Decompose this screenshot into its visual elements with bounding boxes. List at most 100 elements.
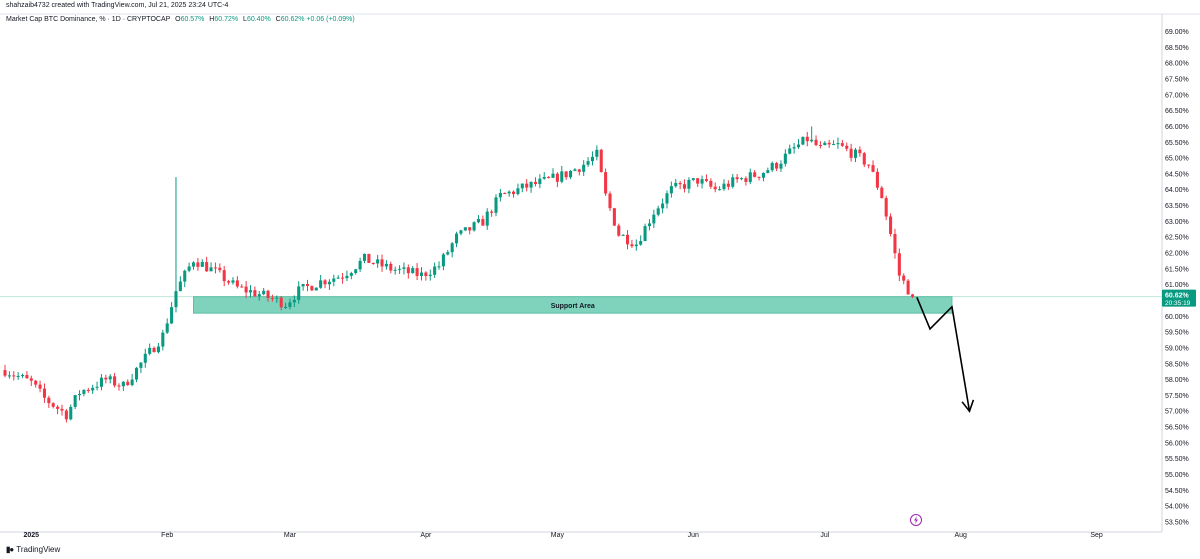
candle xyxy=(643,223,647,242)
price-tick-label: 68.00% xyxy=(1165,61,1189,68)
candle-body xyxy=(678,182,682,185)
time-axis[interactable]: 2025 Feb Mar Apr May Jun Jul Aug Sep xyxy=(24,532,1103,539)
candle-body xyxy=(459,230,463,234)
candle-body xyxy=(389,263,393,271)
candle xyxy=(718,186,722,191)
candle xyxy=(682,179,687,193)
candle xyxy=(73,394,77,410)
open-key: O xyxy=(175,16,181,23)
candle xyxy=(507,190,511,197)
candle xyxy=(687,177,691,194)
candle-body xyxy=(134,367,139,380)
candle xyxy=(818,141,822,149)
price-tick-label: 59.00% xyxy=(1165,345,1189,352)
candle xyxy=(459,229,463,236)
price-tag-bg xyxy=(1162,289,1196,307)
candle xyxy=(284,302,288,309)
price-tick-label: 61.00% xyxy=(1165,282,1189,289)
candle-body xyxy=(621,234,625,236)
candle xyxy=(200,259,204,268)
candle-body xyxy=(424,272,428,277)
candle xyxy=(889,213,893,237)
candle-body xyxy=(595,149,599,157)
candle-body xyxy=(507,191,511,194)
candle xyxy=(669,181,673,198)
candle-body xyxy=(582,164,586,172)
candle xyxy=(595,145,599,161)
candle xyxy=(713,182,717,193)
candle-body xyxy=(753,172,757,177)
candle xyxy=(573,168,577,172)
candle-body xyxy=(722,183,726,190)
bolt-icon[interactable] xyxy=(910,514,922,526)
candle xyxy=(608,191,612,212)
candle-body xyxy=(77,393,82,396)
candles-layer xyxy=(3,126,915,423)
candle-body xyxy=(783,153,787,164)
candle xyxy=(345,270,349,282)
candle-body xyxy=(266,290,270,298)
support-zone-label: Support Area xyxy=(551,303,595,310)
candle-body xyxy=(178,281,182,292)
candle-body xyxy=(875,171,879,188)
candle xyxy=(38,380,42,393)
candle xyxy=(64,409,68,423)
candle-body xyxy=(845,145,849,149)
candle-body xyxy=(419,272,424,277)
price-axis[interactable]: 69.00% 68.50% 68.00% 67.50% 67.00% 66.50% 66.0… xyxy=(1165,29,1189,527)
candle-body xyxy=(853,149,858,158)
candle-body xyxy=(547,176,551,178)
candle-body xyxy=(165,323,169,333)
candle xyxy=(354,268,358,275)
candle-body xyxy=(284,306,288,308)
candle-body xyxy=(726,183,730,187)
candle-body xyxy=(669,186,673,194)
candle xyxy=(191,261,196,270)
candle xyxy=(327,279,331,290)
candle xyxy=(319,274,323,289)
candle xyxy=(520,183,524,193)
candle-body xyxy=(735,177,739,180)
candle-body xyxy=(625,234,630,245)
candle xyxy=(840,139,844,148)
candle xyxy=(12,371,16,381)
candle xyxy=(51,402,55,409)
candle xyxy=(218,263,222,273)
candle-body xyxy=(731,177,735,187)
candle-body xyxy=(341,277,345,279)
candle xyxy=(674,178,678,188)
candle-body xyxy=(468,227,472,231)
candle xyxy=(630,239,634,249)
candle xyxy=(121,381,125,391)
symbol-legend[interactable]: Market Cap BTC Dominance, % · 1D · CRYPT… xyxy=(6,16,355,23)
candle xyxy=(104,374,108,384)
candle-body xyxy=(21,375,25,377)
candle-body xyxy=(51,403,55,407)
candle-body xyxy=(398,268,402,270)
candle xyxy=(336,275,340,279)
candle-body xyxy=(617,225,621,236)
candle xyxy=(398,265,402,274)
candle xyxy=(393,266,397,275)
candle xyxy=(402,262,406,275)
candle xyxy=(704,174,708,183)
candle xyxy=(371,262,375,265)
candle xyxy=(525,179,529,192)
candle-body xyxy=(761,172,765,178)
candle xyxy=(757,176,761,181)
candle xyxy=(700,175,704,189)
time-tick-label: Sep xyxy=(1090,532,1103,539)
price-tick-label: 60.00% xyxy=(1165,314,1189,321)
candle-body xyxy=(222,270,226,282)
candle xyxy=(739,177,744,181)
candle xyxy=(463,227,467,232)
candle xyxy=(367,253,371,264)
candle-body xyxy=(533,181,538,185)
price-tick-label: 65.00% xyxy=(1165,156,1189,163)
candle xyxy=(60,404,64,416)
footer[interactable]: ▮● TradingView xyxy=(6,545,60,554)
candle xyxy=(235,276,239,289)
candle xyxy=(538,174,542,189)
candle-body xyxy=(867,164,871,166)
